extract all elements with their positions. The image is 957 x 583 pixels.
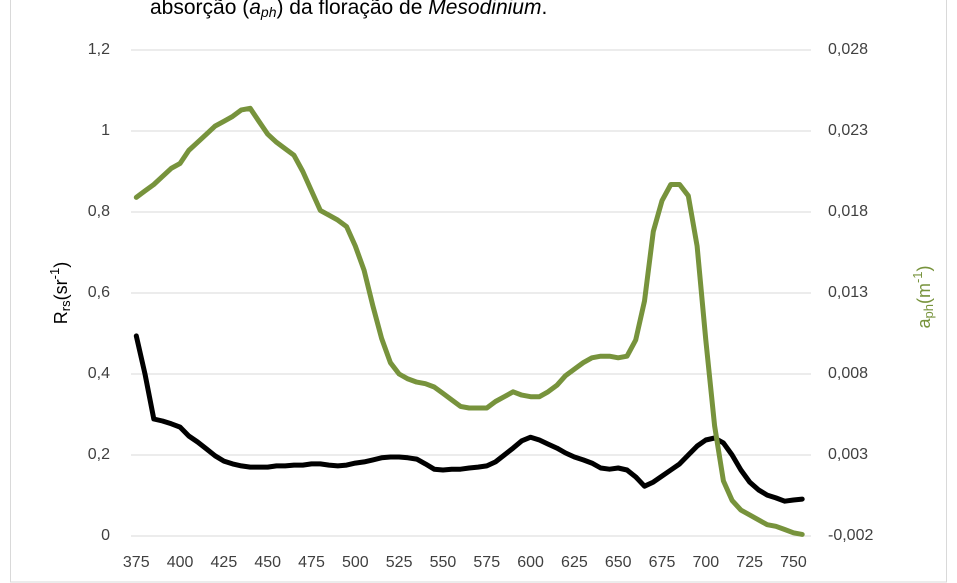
x-tick-label: 525 (386, 554, 413, 571)
x-tick-label: 600 (517, 554, 544, 571)
label-part: (sr (51, 279, 71, 300)
x-tick-label: 400 (167, 554, 194, 571)
label-part: -1 (910, 271, 925, 283)
x-tick-label: 550 (430, 554, 457, 571)
y-tick-label: 0,4 (88, 365, 110, 382)
series-line (133, 105, 805, 537)
x-tick-label: 700 (692, 554, 719, 571)
y2-tick-label: 0,003 (828, 446, 868, 463)
x-tick-label: 675 (649, 554, 676, 571)
y2-tick-label: 0,013 (828, 284, 868, 301)
x-tick-label: 500 (342, 554, 369, 571)
x-tick-label: 375 (123, 554, 150, 571)
x-tick-label: 450 (254, 554, 281, 571)
x-tick-label: 475 (298, 554, 325, 571)
label-part: ph (921, 304, 936, 318)
label-part: rs (58, 300, 73, 311)
label-part: -1 (47, 268, 62, 280)
title-part: . (541, 0, 547, 19)
series-line (133, 333, 805, 504)
x-tick-label: 725 (736, 554, 763, 571)
label-part: (m (914, 283, 934, 304)
label-part: ) (51, 262, 71, 268)
y-axis-label: Rrs(sr-1) (47, 262, 73, 324)
x-tick-label: 750 (780, 554, 807, 571)
chart-border (10, 0, 947, 583)
y-tick-label: 0 (101, 527, 110, 544)
y-tick-label: 0,6 (88, 284, 110, 301)
title-part: Mesodinium (428, 0, 541, 19)
title-part: a (249, 0, 261, 19)
y2-tick-label: -0,002 (828, 527, 873, 544)
y-tick-label: 0,8 (88, 203, 110, 220)
x-tick-label: 575 (473, 554, 500, 571)
y-tick-label: 0,2 (88, 446, 110, 463)
y-tick-label: 1,2 (88, 41, 110, 58)
y2-tick-label: 0,023 (828, 122, 868, 139)
label-part: ) (914, 265, 934, 271)
x-tick-label: 650 (605, 554, 632, 571)
label-part: R (51, 311, 71, 324)
y-tick-label: 1 (101, 122, 110, 139)
title-part: absorção ( (150, 0, 249, 19)
chart-title: absorção (aph) da floração de Mesodinium… (150, 0, 547, 20)
title-part: ) da floração de (276, 0, 428, 19)
label-part: a (914, 318, 934, 329)
x-tick-label: 625 (561, 554, 588, 571)
x-tick-label: 425 (211, 554, 238, 571)
y2-tick-label: 0,018 (828, 203, 868, 220)
y2-axis-label: aph(m-1) (910, 265, 936, 328)
y2-tick-label: 0,028 (828, 41, 868, 58)
y2-tick-label: 0,008 (828, 365, 868, 382)
title-part: ph (260, 4, 277, 20)
